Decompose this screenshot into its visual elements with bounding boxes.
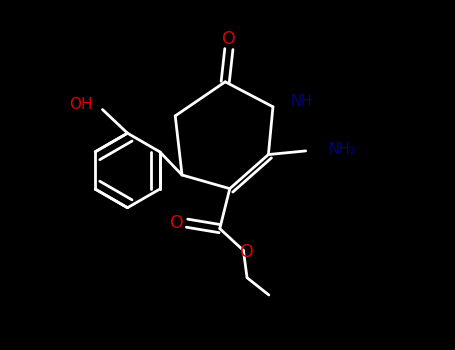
Text: O: O (170, 214, 184, 232)
Text: O: O (240, 243, 254, 261)
Text: O: O (222, 30, 236, 48)
Text: NH: NH (290, 94, 312, 109)
Text: OH: OH (69, 97, 92, 112)
Text: NH₂: NH₂ (329, 142, 356, 156)
